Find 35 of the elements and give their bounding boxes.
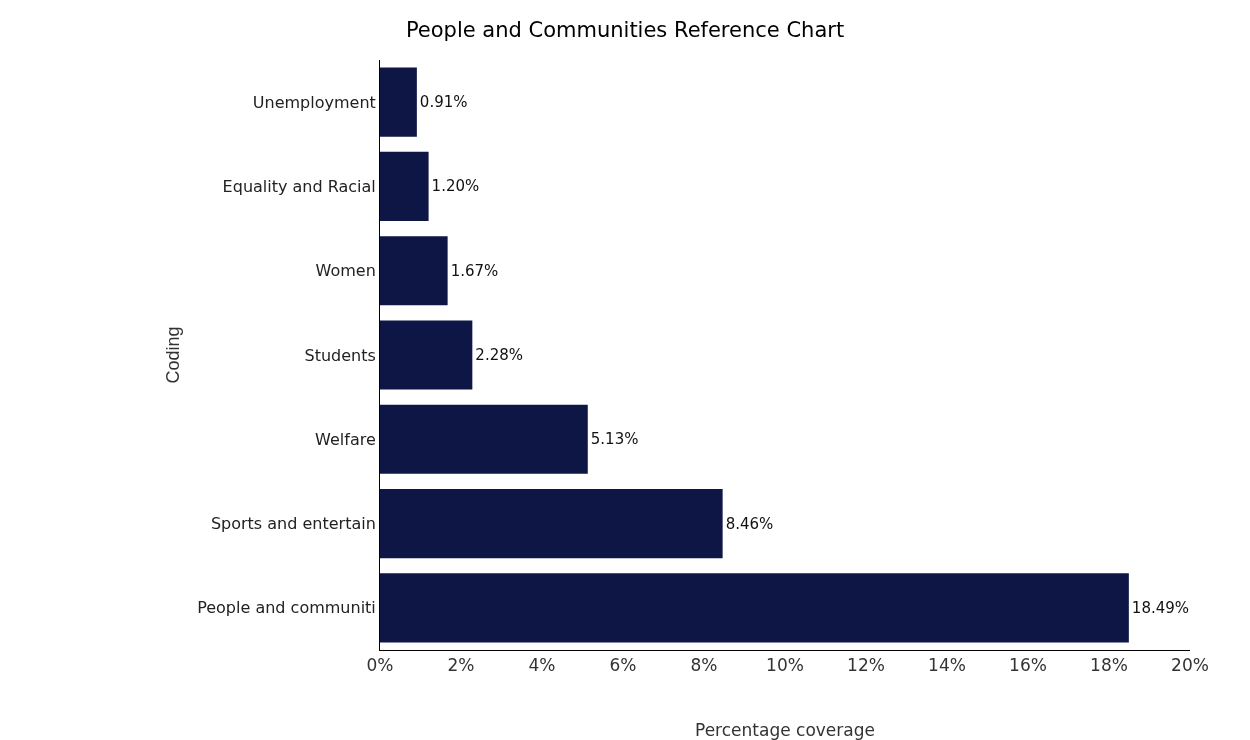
bar [380,404,588,474]
data-label: 5.13% [590,430,639,449]
y-tick-label: Women [315,261,376,281]
x-tick-label: 16% [1009,655,1047,676]
y-tick-label: Equality and Racial [222,177,376,197]
x-tick-label: 14% [928,655,966,676]
bar [380,320,473,390]
x-tick-label: 8% [690,655,718,676]
x-axis-title: Percentage coverage [695,720,875,740]
data-label: 1.20% [431,177,480,196]
data-label: 18.49% [1131,598,1190,617]
data-label: 0.91% [419,93,468,112]
x-tick-label: 0% [366,655,394,676]
x-tick-label: 6% [609,655,637,676]
y-tick-label: Unemployment [252,92,376,112]
x-tick-label: 4% [528,655,556,676]
bar [380,151,429,221]
data-label: 2.28% [475,346,523,364]
data-label: 8.46% [725,514,774,533]
x-tick-label: 12% [847,655,885,676]
bar [380,573,1129,643]
y-axis-title: Coding [163,326,184,384]
y-tick-label: People and communiti [197,598,376,618]
x-tick-label: 18% [1090,655,1128,676]
bar [380,489,723,559]
y-tick-label: Sports and entertain [210,514,376,534]
y-tick-label: Welfare [315,429,376,449]
x-tick-label: 2% [447,655,475,676]
bar [380,67,417,137]
x-tick-label: 10% [766,655,804,676]
y-tick-label: Students [304,345,376,365]
data-label: 1.67% [450,261,499,280]
bar [380,236,448,306]
x-tick-label: 20% [1171,655,1209,676]
chart-title: People and Communities Reference Chart [405,17,845,42]
